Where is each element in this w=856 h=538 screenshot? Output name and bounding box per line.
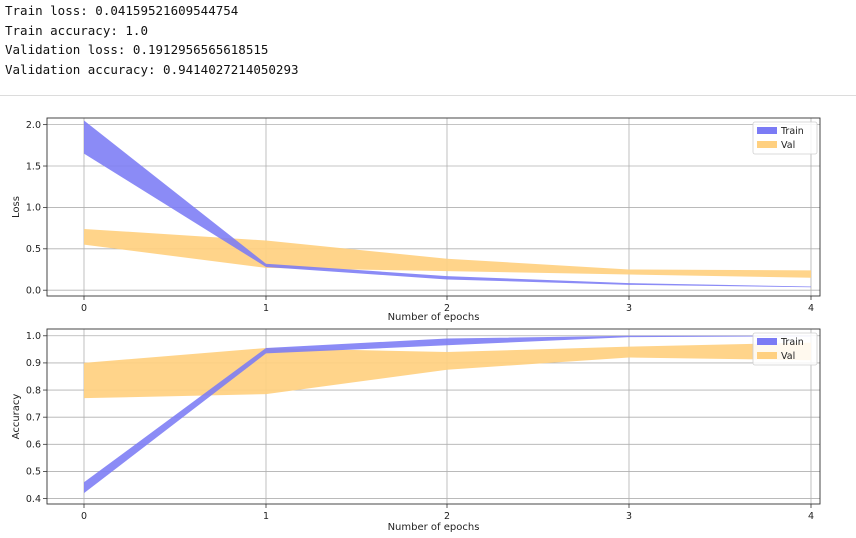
x-tick-label: 3	[626, 511, 632, 522]
x-tick-label: 4	[808, 511, 814, 522]
x-tick-label: 0	[81, 303, 87, 314]
y-tick-label: 0.4	[26, 494, 41, 505]
loss-legend: Train Val	[752, 121, 818, 155]
accuracy-chart: 0 1 2 3 4 0.4 0.5 0.6 0.7 0.8 0.9 1.0 Number of epoc…	[11, 328, 821, 533]
y-axis-label: Loss	[11, 196, 22, 218]
val-loss-band	[84, 228, 811, 278]
y-tick-label: 0.5	[26, 467, 41, 478]
y-tick-label: 1.0	[26, 331, 41, 342]
x-tick-label: 2	[444, 511, 450, 522]
y-tick-label: 0.7	[26, 412, 41, 423]
y-tick-label: 0.6	[26, 440, 41, 451]
x-axis-label: Number of epochs	[388, 522, 480, 533]
legend-swatch-train	[757, 127, 777, 134]
x-axis-label: Number of epochs	[388, 312, 480, 323]
loss-chart: 0 1 2 3 4 0.0 0.5 1.0 1.5 2.0 Number of epochs Loss…	[11, 117, 821, 323]
legend-label-train: Train	[780, 337, 804, 348]
validation-loss-line: Validation loss: 0.1912956565618515	[5, 42, 269, 57]
train-accuracy-line: Train accuracy: 1.0	[5, 22, 148, 38]
y-tick-label: 0.0	[26, 286, 41, 297]
x-tick-label: 3	[626, 303, 632, 314]
loss-axes-frame	[46, 117, 821, 297]
legend-label-train: Train	[780, 126, 804, 137]
y-tick-label: 2.0	[26, 120, 41, 131]
x-tick-label: 1	[263, 511, 269, 522]
y-tick-label: 1.0	[26, 203, 41, 214]
legend-swatch-train	[757, 338, 777, 345]
x-tick-label: 0	[81, 511, 87, 522]
train-loss-line: Train loss: 0.04159521609544754	[5, 3, 239, 18]
output-divider	[0, 95, 856, 96]
accuracy-legend: Train Val	[752, 332, 818, 366]
x-tick-label: 4	[808, 303, 814, 314]
val-accuracy-band	[84, 342, 811, 399]
legend-swatch-val	[757, 141, 777, 148]
x-tick-label: 2	[444, 303, 450, 314]
x-tick-label: 1	[263, 303, 269, 314]
y-tick-label: 0.8	[26, 385, 41, 396]
y-tick-label: 0.9	[26, 358, 41, 369]
legend-label-val: Val	[781, 140, 795, 151]
y-tick-label: 1.5	[26, 161, 41, 172]
console-output: Train loss: 0.04159521609544754 Train ac…	[5, 1, 299, 79]
accuracy-axes-frame	[46, 328, 821, 505]
validation-accuracy-line: Validation accuracy: 0.9414027214050293	[5, 61, 299, 77]
y-tick-label: 0.5	[26, 244, 41, 255]
legend-label-val: Val	[781, 351, 795, 362]
legend-swatch-val	[757, 352, 777, 359]
y-axis-label: Accuracy	[11, 394, 22, 440]
